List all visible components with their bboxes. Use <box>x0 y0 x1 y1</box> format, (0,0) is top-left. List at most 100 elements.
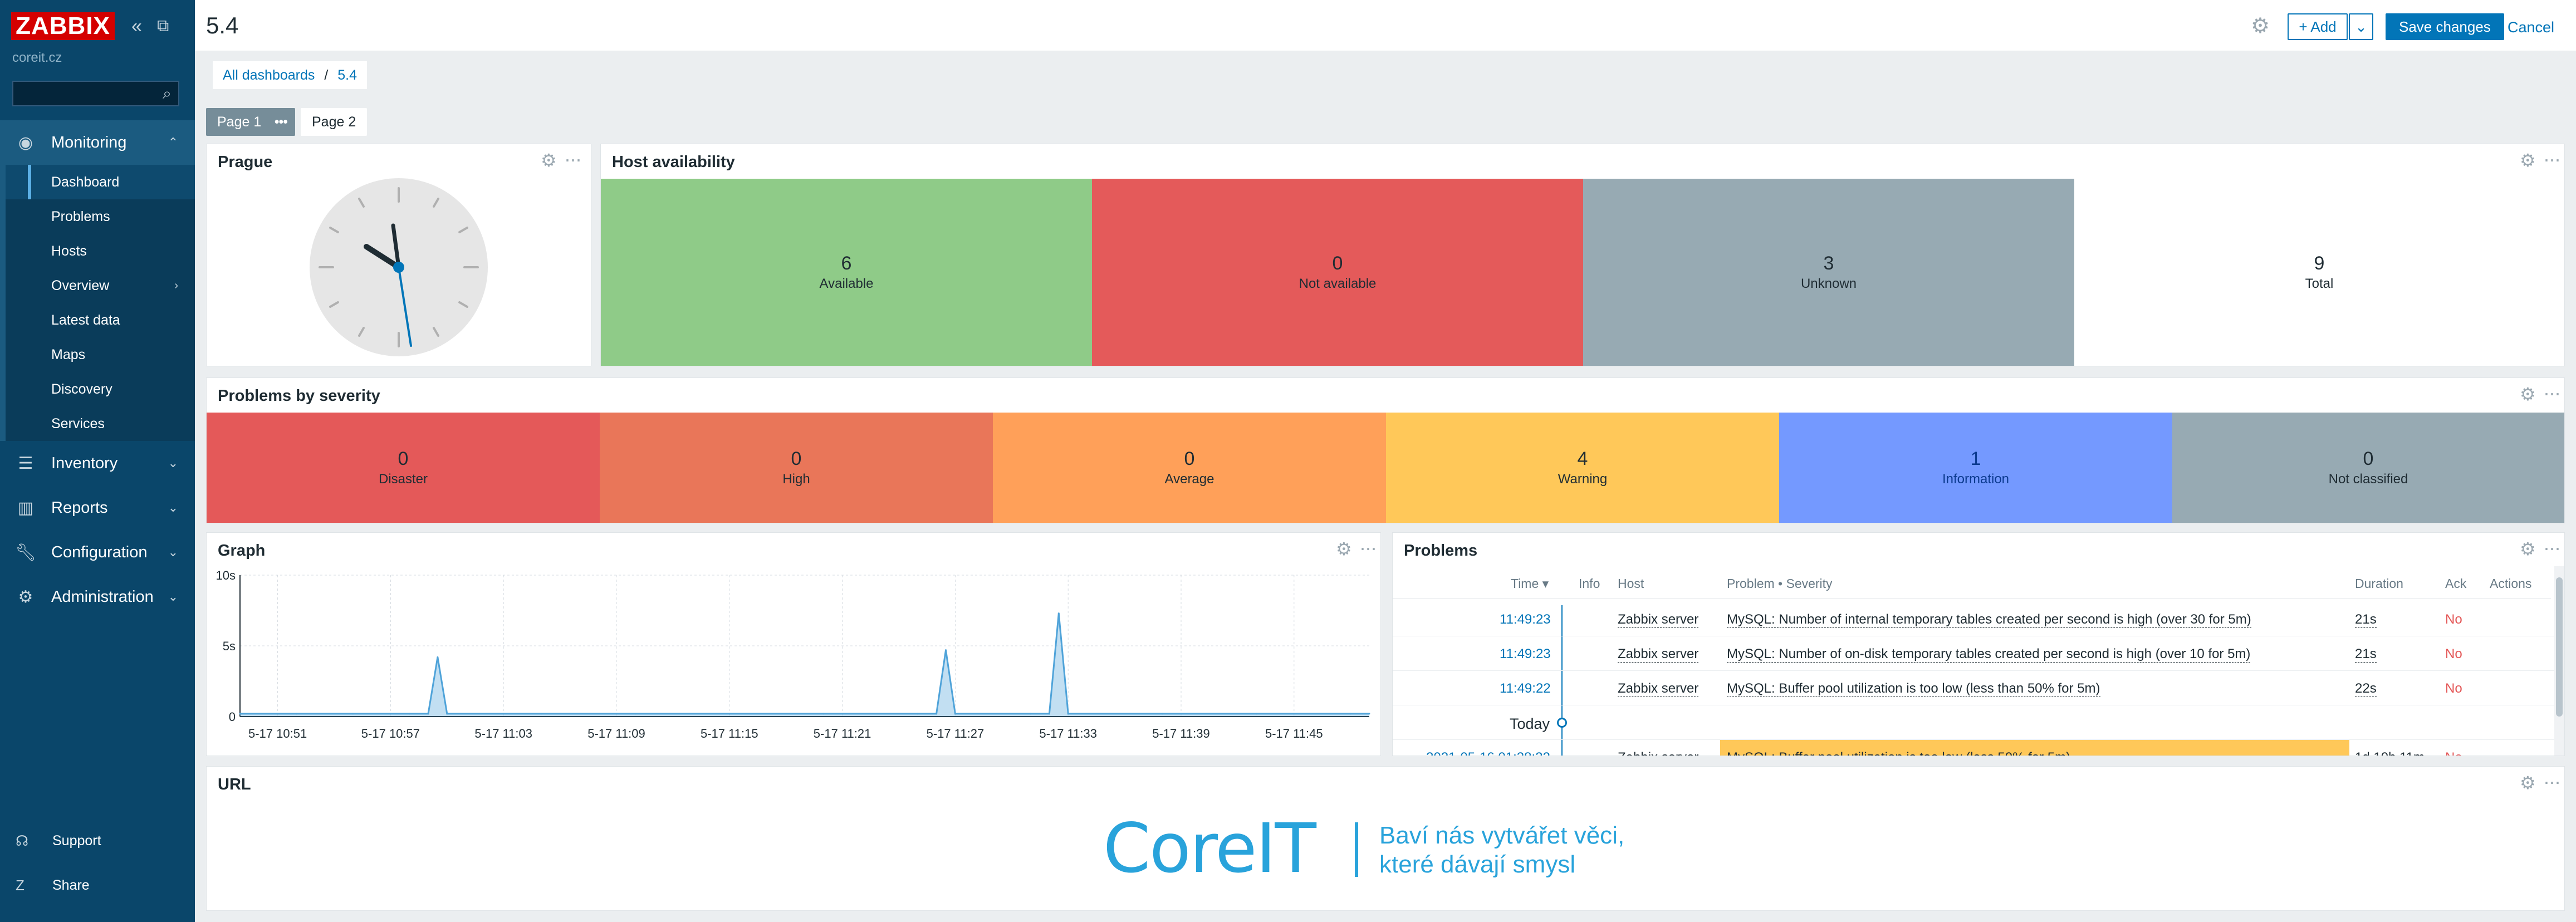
clock-tick <box>433 198 439 208</box>
data-point <box>945 649 947 651</box>
sidebar-item-latest-data[interactable]: Latest data <box>51 312 120 328</box>
menu-administration[interactable]: ⚙ Administration ⌄ <box>0 575 195 619</box>
gear-icon[interactable]: ⚙ <box>2520 384 2536 404</box>
total-cell[interactable]: 9 Total <box>2074 179 2564 366</box>
analog-clock <box>310 178 488 356</box>
severity-high[interactable]: 0 High <box>600 413 993 523</box>
eye-icon: ◉ <box>18 133 33 152</box>
menu-reports[interactable]: ▥ Reports ⌄ <box>0 485 195 530</box>
sidebar-item-services[interactable]: Services <box>51 416 105 431</box>
data-point <box>1048 713 1050 715</box>
scrollbar-thumb[interactable] <box>2556 577 2563 717</box>
severity-disaster[interactable]: 0 Disaster <box>207 413 600 523</box>
data-point <box>822 713 825 715</box>
more-icon[interactable]: ··· <box>2543 536 2561 559</box>
unknown-cell[interactable]: 3 Unknown <box>1583 179 2074 366</box>
sidebar-item-maps[interactable]: Maps <box>51 347 86 362</box>
severity-average[interactable]: 0 Average <box>993 413 1386 523</box>
x-tick-label: 5-17 11:39 <box>1152 727 1210 740</box>
tab-page-2[interactable]: Page 2 <box>301 108 368 136</box>
table-row[interactable]: 11:49:23 Zabbix server MySQL: Number of … <box>1393 636 2564 671</box>
gear-icon[interactable]: ⚙ <box>541 150 557 170</box>
tagline: Baví nás vytvářet věci, které dávají smy… <box>1379 822 1625 878</box>
more-icon[interactable]: ··· <box>2543 381 2561 404</box>
dashboard-settings-icon[interactable]: ⚙ <box>2251 14 2270 38</box>
more-icon[interactable]: ··· <box>564 148 582 170</box>
breadcrumb: All dashboards / 5.4 <box>213 61 368 89</box>
clock-tick <box>458 301 468 308</box>
tab-page-1[interactable]: Page 1 ••• <box>206 108 295 136</box>
sidebar-share[interactable]: Z Share <box>16 876 90 894</box>
menu-inventory[interactable]: ☰ Inventory ⌄ <box>0 441 195 485</box>
widget-title: Graph <box>218 542 266 560</box>
more-icon[interactable]: ··· <box>1359 536 1377 559</box>
problems-widget: Problems ⚙ ··· Time ▾ Info Host Problem … <box>1392 532 2565 756</box>
data-point <box>954 713 956 715</box>
save-changes-button[interactable]: Save changes <box>2386 13 2504 40</box>
gear-icon[interactable]: ⚙ <box>2520 539 2536 559</box>
data-point <box>427 713 429 715</box>
severity-warning[interactable]: 4 Warning <box>1386 413 1779 523</box>
data-point <box>1030 713 1032 715</box>
severity-not-classified[interactable]: 0 Not classified <box>2172 413 2564 523</box>
data-point <box>936 713 938 715</box>
table-row[interactable]: 11:49:22 Zabbix server MySQL: Buffer poo… <box>1393 671 2564 705</box>
zabbix-logo[interactable]: ZABBIX <box>11 12 115 40</box>
data-point <box>540 713 542 715</box>
cancel-button[interactable]: Cancel <box>2508 19 2555 36</box>
host-availability-widget: Host availability ⚙ ··· 6 Available 0 Not … <box>600 144 2565 366</box>
gear-icon[interactable]: ⚙ <box>2520 150 2536 170</box>
column-duration: Duration <box>2355 576 2403 591</box>
coreit-brand: CoreIT <box>1103 809 1316 888</box>
not-available-cell[interactable]: 0 Not available <box>1092 179 1583 366</box>
breadcrumb-all-dashboards[interactable]: All dashboards <box>223 67 315 83</box>
sidebar-item-discovery[interactable]: Discovery <box>51 381 112 397</box>
collapse-sidebar-icon[interactable]: « <box>131 16 142 37</box>
graph-chart: 0 5s 10s 5-17 10:51 5-17 10:57 5-17 11:03 5-17… <box>216 568 1370 740</box>
chevron-down-icon: ⌄ <box>168 456 178 470</box>
sidebar-item-problems[interactable]: Problems <box>51 209 110 224</box>
more-icon[interactable]: ••• <box>274 114 288 130</box>
search-icon[interactable]: ⌕ <box>163 85 172 102</box>
sidebar-item-overview[interactable]: Overview › <box>6 268 195 303</box>
table-row[interactable]: 2021-05-16 01:38:22 Zabbix server MySQL:… <box>1393 740 2564 756</box>
search-input[interactable] <box>12 81 179 106</box>
gear-icon[interactable]: ⚙ <box>1336 539 1352 559</box>
minute-hand <box>391 223 401 269</box>
problems-by-severity-widget: Problems by severity ⚙ ··· 0 Disaster 0 Hi… <box>206 377 2565 523</box>
add-dropdown-button[interactable]: ⌄ <box>2349 13 2373 40</box>
table-row[interactable]: 11:49:23 Zabbix server MySQL: Number of … <box>1393 602 2564 636</box>
sidebar-item-hosts[interactable]: Hosts <box>51 243 87 259</box>
severity-information[interactable]: 1 Information <box>1779 413 2172 523</box>
more-icon[interactable]: ··· <box>2543 770 2561 793</box>
kiosk-mode-icon[interactable]: ⧉ <box>157 17 169 35</box>
main-content: 5.4 ⚙ + Add ⌄ Save changes Cancel All da… <box>195 0 2576 922</box>
gear-icon[interactable]: ⚙ <box>2520 773 2536 793</box>
chevron-right-icon: › <box>174 279 178 292</box>
series-area <box>240 613 1369 717</box>
sidebar: ZABBIX « ⧉ coreit.cz ⌕ ◉ Monitoring ⌃ Da… <box>0 0 195 922</box>
widget-title: Problems <box>1404 542 1478 560</box>
scrollbar-track[interactable] <box>2554 566 2564 756</box>
widget-title: URL <box>218 776 251 793</box>
coreit-logo[interactable]: CoreIT Baví nás vytvářet věci, které dáv… <box>1103 806 1654 889</box>
more-icon[interactable]: ··· <box>2543 148 2561 170</box>
menu-configuration[interactable]: 🔧︎ Configuration ⌄ <box>14 543 178 562</box>
add-button[interactable]: + Add <box>2288 13 2348 40</box>
clock-widget: Prague ⚙ ··· <box>206 144 591 366</box>
column-time[interactable]: Time ▾ <box>1511 576 1549 591</box>
y-tick-label: 5s <box>223 639 236 653</box>
breadcrumb-current[interactable]: 5.4 <box>337 67 357 83</box>
menu-monitoring[interactable]: ◉ Monitoring ⌃ <box>0 120 195 165</box>
data-point <box>437 656 439 658</box>
available-cell[interactable]: 6 Available <box>601 179 1092 366</box>
sidebar-support[interactable]: ☊ Support <box>16 832 101 849</box>
timeline-line <box>1561 605 1563 756</box>
sidebar-item-dashboard[interactable]: Dashboard <box>6 165 195 199</box>
widget-title: Problems by severity <box>218 387 380 405</box>
data-point <box>1161 713 1163 715</box>
x-tick-label: 5-17 11:15 <box>701 727 758 740</box>
clock-tick <box>433 327 439 337</box>
hour-hand <box>364 244 401 270</box>
x-tick-label: 5-17 10:51 <box>248 727 307 740</box>
